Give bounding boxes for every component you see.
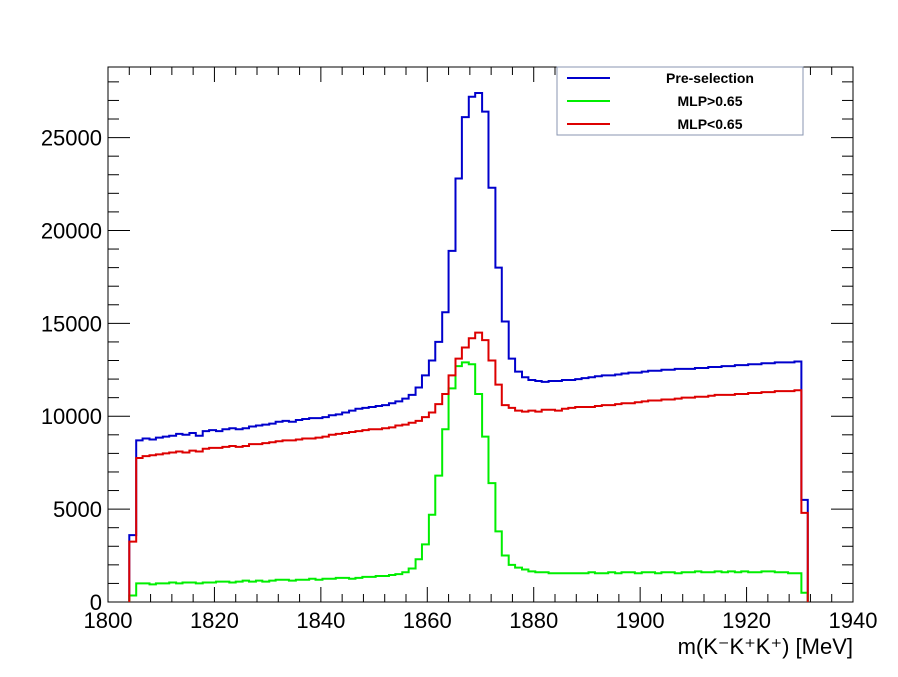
y-tick-label: 0 <box>90 590 102 615</box>
plot-frame <box>107 66 854 603</box>
legend-label-mlp-gt: MLP>0.65 <box>678 93 743 109</box>
series-mlp-0-65 <box>128 361 809 602</box>
x-tick-label: 1840 <box>296 608 345 633</box>
legend-label-mlp-lt: MLP<0.65 <box>678 116 743 132</box>
x-axis-title: m(K⁻K⁺K⁺) [MeV] <box>678 634 853 659</box>
legend-label-pre-selection: Pre-selection <box>666 70 754 86</box>
x-tick-label: 1800 <box>84 608 133 633</box>
x-tick-label: 1900 <box>616 608 665 633</box>
y-tick-label: 25000 <box>41 126 102 151</box>
series-mlp-0-65 <box>128 331 809 602</box>
series-pre-selection <box>128 92 809 602</box>
legend: Pre-selection MLP>0.65 MLP<0.65 <box>556 66 804 136</box>
series-layer <box>128 92 809 602</box>
y-tick-label: 5000 <box>53 497 102 522</box>
axis-tick-labels: 1800 1820 1840 1860 1880 1900 1920 1940 0 5000 100… <box>41 126 878 633</box>
x-tick-label: 1920 <box>722 608 771 633</box>
x-tick-label: 1820 <box>190 608 239 633</box>
y-tick-label: 15000 <box>41 311 102 336</box>
y-tick-label: 10000 <box>41 404 102 429</box>
y-tick-label: 20000 <box>41 218 102 243</box>
x-tick-label: 1860 <box>403 608 452 633</box>
axis-ticks <box>107 67 854 603</box>
x-tick-label: 1940 <box>829 608 878 633</box>
x-tick-label: 1880 <box>509 608 558 633</box>
